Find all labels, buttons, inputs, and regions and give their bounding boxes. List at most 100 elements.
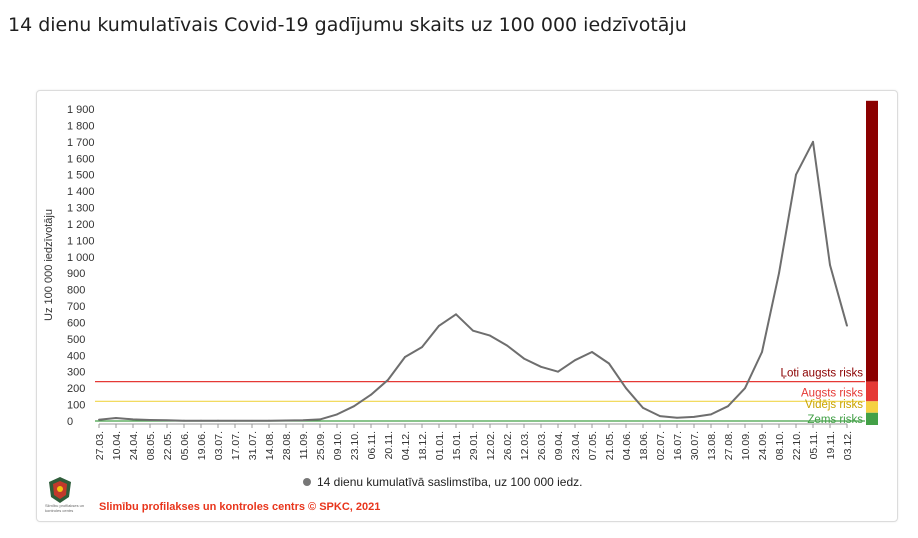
y-tick-label: 1 000 [67,252,95,264]
data-point [540,365,542,368]
x-tick-label: 12.02. [485,431,497,460]
y-tick-label: 100 [67,400,85,412]
y-tick-label: 1 400 [67,186,95,198]
x-tick-label: 13.08. [706,431,718,460]
y-tick-label: 800 [67,285,85,297]
y-tick-label: 900 [67,268,85,280]
data-point [353,405,355,408]
data-point [251,419,253,422]
data-point [319,418,321,421]
x-tick-label: 10.09. [740,431,752,460]
logo-caption: Slimību profilakses un kontroles centrs [45,503,85,513]
data-point [234,419,236,422]
x-tick-label: 12.03. [519,431,531,460]
data-point [404,356,406,358]
x-tick-label: 08.05. [145,431,157,460]
data-point [387,379,389,381]
data-point [336,413,338,416]
data-point [268,419,270,422]
y-tick-label: 300 [67,367,85,379]
data-point [506,344,508,347]
x-tick-label: 09.04. [553,431,565,460]
risk-level-label: Vidējs risks [805,399,863,411]
chart-legend[interactable]: 14 dienu kumulatīvā saslimstība, uz 100 … [303,475,583,489]
risk-level-label: Ļoti augsts risks [781,368,864,380]
x-tick-label: 23.10. [349,431,361,460]
x-tick-label: 29.01. [468,431,480,460]
data-point [132,418,134,421]
x-tick-label: 19.11. [825,431,837,459]
data-point [744,387,746,390]
x-tick-label: 21.05. [604,431,616,460]
y-tick-label: 1 100 [67,235,95,247]
data-point [761,351,763,353]
data-point [166,419,168,422]
x-tick-label: 17.07. [230,431,242,460]
risk-band [866,381,878,402]
data-point [778,272,780,275]
data-point [489,334,491,337]
data-point [115,417,117,419]
data-point [302,419,304,422]
x-tick-label: 01.01. [434,431,446,460]
x-tick-label: 08.10. [774,431,786,460]
x-tick-label: 27.08. [723,431,735,460]
x-tick-label: 14.08. [264,431,276,460]
data-point [659,415,661,417]
data-point [438,324,440,327]
x-tick-label: 20.11. [383,431,395,459]
y-tick-label: 1 300 [67,203,95,215]
x-tick-label: 22.05. [162,431,174,460]
x-tick-label: 26.03. [536,431,548,460]
data-point [149,419,151,421]
x-tick-label: 18.12. [417,431,429,460]
data-point [591,351,593,353]
risk-level-label: Augsts risks [801,387,863,399]
y-tick-label: 1 900 [67,104,95,116]
risk-level-label: Zems risks [807,414,863,426]
data-point [472,329,474,332]
y-tick-label: 1 600 [67,153,95,165]
y-tick-label: 1 800 [67,120,95,132]
y-tick-label: 500 [67,334,85,346]
y-tick-label: 400 [67,350,85,362]
x-tick-label: 23.04. [570,431,582,460]
data-point [557,370,559,373]
x-tick-label: 26.02. [502,431,514,460]
data-point [795,173,797,176]
x-tick-label: 03.07. [213,431,225,460]
risk-band [866,412,878,425]
data-point [812,140,814,143]
series-line [98,140,848,422]
data-point [455,313,457,316]
x-tick-label: 25.09. [315,431,327,460]
y-tick-label: 1 500 [67,170,95,182]
data-point [608,362,610,365]
spkc-logo [45,475,99,513]
x-tick-label: 06.11. [366,431,378,459]
data-point [285,419,287,422]
data-point [421,346,423,349]
y-tick-label: 0 [67,416,73,428]
x-tick-label: 22.10. [791,431,803,460]
x-tick-label: 24.09. [757,431,769,460]
data-point [710,413,712,416]
x-tick-label: 02.07. [655,431,667,460]
data-point [642,406,644,409]
data-point [846,324,848,327]
legend-marker [303,478,311,486]
x-tick-label: 28.08. [281,431,293,460]
x-tick-label: 05.06. [179,431,191,460]
x-tick-label: 18.06. [638,431,650,460]
x-tick-label: 31.07. [247,431,259,460]
x-tick-label: 11.09. [298,431,310,459]
legend-label: 14 dienu kumulatīvā saslimstība, uz 100 … [317,475,583,489]
data-point [523,357,525,360]
x-tick-label: 24.04. [128,431,140,460]
y-tick-label: 1 700 [67,137,95,149]
x-tick-label: 30.07. [689,431,701,460]
risk-band [866,100,878,382]
y-tick-label: 1 200 [67,219,95,231]
data-point [829,264,831,266]
x-tick-label: 07.05. [587,431,599,460]
